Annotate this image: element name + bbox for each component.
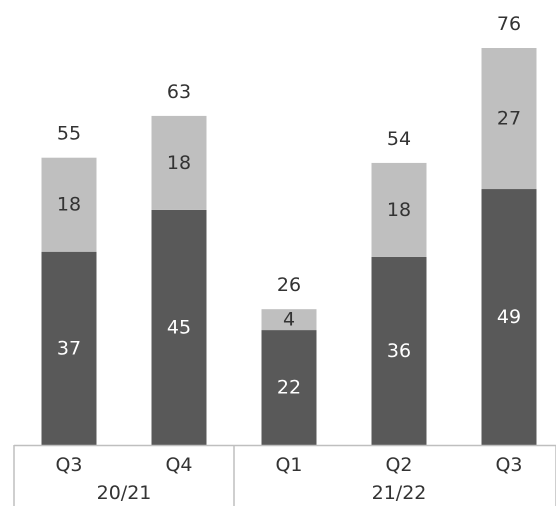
bar-segment-lower xyxy=(261,330,317,445)
segment-value-label: 45 xyxy=(167,316,191,338)
bar-segment-upper xyxy=(371,162,427,257)
total-value-label: 63 xyxy=(167,81,191,103)
bar-segment-lower xyxy=(151,209,207,445)
total-value-label: 54 xyxy=(387,128,411,150)
bar-segment-upper xyxy=(261,309,317,331)
segment-value-label: 18 xyxy=(387,199,411,221)
group-label: 21/22 xyxy=(372,482,427,504)
category-tick-label: Q3 xyxy=(55,454,82,476)
category-axis: Q3 Q4 Q1 Q2 Q3 20/21 21/22 xyxy=(13,444,556,506)
segment-value-label: 36 xyxy=(387,340,411,362)
data-labels-layer: 37 18 55 45 18 63 22 4 26 36 18 54 49 27 76 xyxy=(57,13,521,399)
segment-value-label: 4 xyxy=(283,309,295,331)
bar-segment-upper xyxy=(41,157,97,252)
total-value-label: 55 xyxy=(57,123,81,145)
bar-segment-upper xyxy=(481,48,537,190)
segment-value-label: 18 xyxy=(57,194,81,216)
bar-segment-lower xyxy=(41,251,97,445)
bar-segment-lower xyxy=(481,189,537,445)
segment-value-label: 27 xyxy=(497,108,521,130)
bar-segment-upper xyxy=(151,115,207,210)
segment-value-label: 18 xyxy=(167,152,191,174)
segment-value-label: 49 xyxy=(497,306,521,328)
category-tick-label: Q3 xyxy=(495,454,522,476)
category-tick-label: Q4 xyxy=(165,454,192,476)
bars-layer xyxy=(41,48,537,445)
segment-value-label: 22 xyxy=(277,377,301,399)
category-tick-label: Q2 xyxy=(385,454,412,476)
total-value-label: 76 xyxy=(497,13,521,35)
group-label: 20/21 xyxy=(97,482,152,504)
bar-segment-lower xyxy=(371,256,427,445)
category-tick-label: Q1 xyxy=(275,454,302,476)
segment-value-label: 37 xyxy=(57,337,81,359)
total-value-label: 26 xyxy=(277,274,301,296)
